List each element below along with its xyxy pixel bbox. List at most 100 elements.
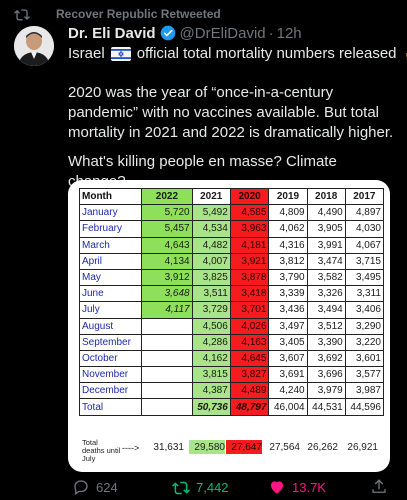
- reply-button[interactable]: 624: [72, 478, 118, 496]
- tweet-paragraph-1: 2020 was the year of “once-in-a-century …: [68, 84, 394, 141]
- deaths-value: 26,921: [347, 442, 378, 453]
- value-cell: 3,601: [344, 349, 385, 368]
- total-cell: 44,531: [306, 398, 346, 416]
- value-cell: 4,643: [141, 236, 193, 254]
- mortality-table-image[interactable]: Month 2022 2021 2020 2019 2018 2017 Janu…: [68, 180, 390, 472]
- value-cell: 3,418: [229, 285, 270, 303]
- value-cell: [141, 333, 193, 351]
- value-cell: 5,457: [141, 220, 193, 238]
- value-cell: 3,220: [344, 333, 385, 351]
- value-cell: 4,645: [229, 349, 270, 368]
- retweet-button[interactable]: 7,442: [172, 478, 229, 496]
- retweet-count: 7,442: [196, 479, 229, 495]
- value-cell: 4,316: [268, 236, 308, 254]
- israel-flag-icon: [110, 46, 131, 61]
- month-cell: September: [78, 333, 143, 351]
- value-cell: 3,339: [268, 285, 308, 303]
- value-cell: [141, 317, 193, 335]
- value-cell: 4,489: [229, 382, 270, 400]
- value-cell: 4,162: [191, 349, 231, 368]
- header-2018: 2018: [306, 187, 346, 206]
- table-row: February 5,457 4,534 3,963 4,062 3,905 4…: [78, 220, 385, 238]
- value-cell: 3,474: [306, 252, 346, 270]
- value-cell: [141, 349, 193, 368]
- value-cell: 4,117: [141, 301, 193, 319]
- value-cell: 3,311: [344, 285, 385, 303]
- value-cell: 3,790: [268, 268, 308, 287]
- value-cell: 4,534: [191, 220, 231, 238]
- reply-count: 624: [96, 479, 118, 495]
- value-cell: 3,390: [306, 333, 346, 351]
- value-cell: 4,482: [191, 236, 231, 254]
- deaths-value: 27,564: [269, 442, 300, 453]
- deaths-value: 31,631: [153, 442, 184, 453]
- total-cell: 50,736: [191, 398, 231, 416]
- share-icon: [372, 479, 386, 493]
- value-cell: 3,405: [268, 333, 308, 351]
- author-name[interactable]: Dr. Eli David: [68, 24, 156, 42]
- value-cell: 3,696: [306, 366, 346, 384]
- tweet-header: Dr. Eli David @DrEliDavid · 12h: [68, 24, 302, 42]
- table-row: April 4,134 4,007 3,921 3,812 3,474 3,71…: [78, 252, 385, 270]
- month-cell: October: [78, 349, 143, 368]
- value-cell: 3,701: [229, 301, 270, 319]
- value-cell: 3,715: [344, 252, 385, 270]
- value-cell: [141, 382, 193, 400]
- table-row: July 4,117 3,729 3,701 3,436 3,494 3,406: [78, 301, 385, 319]
- month-cell: August: [78, 317, 143, 335]
- value-cell: 3,436: [268, 301, 308, 319]
- value-cell: 3,512: [306, 317, 346, 335]
- table-row: December 4,387 4,489 4,240 3,979 3,987: [78, 382, 385, 400]
- header-month: Month: [78, 187, 143, 206]
- header-2020: 2020: [229, 187, 270, 206]
- value-cell: 3,406: [344, 301, 385, 319]
- value-cell: 3,825: [191, 268, 231, 287]
- table-row: November 3,815 3,827 3,691 3,696 3,577: [78, 366, 385, 384]
- month-cell: May: [78, 268, 143, 287]
- like-button[interactable]: 13.7K: [268, 478, 326, 496]
- value-cell: 3,494: [306, 301, 346, 319]
- value-cell: 4,506: [191, 317, 231, 335]
- total-cell: [141, 398, 193, 416]
- table-header-row: Month 2022 2021 2020 2019 2018 2017: [78, 187, 385, 206]
- retweet-icon: [172, 481, 190, 495]
- verified-badge-icon: [160, 25, 175, 41]
- timestamp[interactable]: 12h: [276, 24, 302, 42]
- retweet-indicator[interactable]: Recover Republic Retweeted: [14, 6, 221, 22]
- avatar[interactable]: [14, 26, 54, 66]
- pointing-down-emoji-icon: [406, 52, 407, 59]
- deaths-arrow: ---->: [122, 443, 140, 453]
- tweet-actions: 624 7,442 13.7K: [68, 478, 398, 496]
- total-cell: 44,596: [344, 398, 385, 416]
- tweet-text-released: official total mortality numbers release…: [136, 45, 397, 62]
- value-cell: 3,878: [229, 268, 270, 287]
- table-row: October 4,162 4,645 3,607 3,692 3,601: [78, 349, 385, 368]
- table-row: September 4,286 4,163 3,405 3,390 3,220: [78, 333, 385, 351]
- value-cell: 3,729: [191, 301, 231, 319]
- share-button[interactable]: [370, 478, 394, 496]
- value-cell: 4,240: [268, 382, 308, 400]
- author-handle[interactable]: @DrEliDavid: [179, 24, 266, 42]
- value-cell: 3,497: [268, 317, 308, 335]
- table-row: March 4,643 4,482 4,181 4,316 3,991 4,06…: [78, 236, 385, 254]
- retweet-icon: [14, 9, 30, 21]
- value-cell: 3,991: [306, 236, 346, 254]
- tweet-text-israel: Israel: [68, 45, 105, 62]
- value-cell: 3,691: [268, 366, 308, 384]
- value-cell: 4,490: [306, 204, 346, 222]
- value-cell: 3,963: [229, 220, 270, 238]
- reply-icon: [74, 480, 88, 496]
- month-cell: March: [78, 236, 143, 254]
- value-cell: 3,692: [306, 349, 346, 368]
- table-row: May 3,912 3,825 3,878 3,790 3,582 3,495: [78, 268, 385, 287]
- header-2021: 2021: [191, 187, 231, 206]
- mortality-table: Month 2022 2021 2020 2019 2018 2017 Janu…: [78, 187, 385, 416]
- value-cell: 3,648: [141, 285, 193, 303]
- value-cell: 4,067: [344, 236, 385, 254]
- value-cell: 4,809: [268, 204, 308, 222]
- value-cell: 3,577: [344, 366, 385, 384]
- header-2017: 2017: [344, 187, 385, 206]
- value-cell: 4,181: [229, 236, 270, 254]
- month-cell: February: [78, 220, 143, 238]
- month-cell: December: [78, 382, 143, 400]
